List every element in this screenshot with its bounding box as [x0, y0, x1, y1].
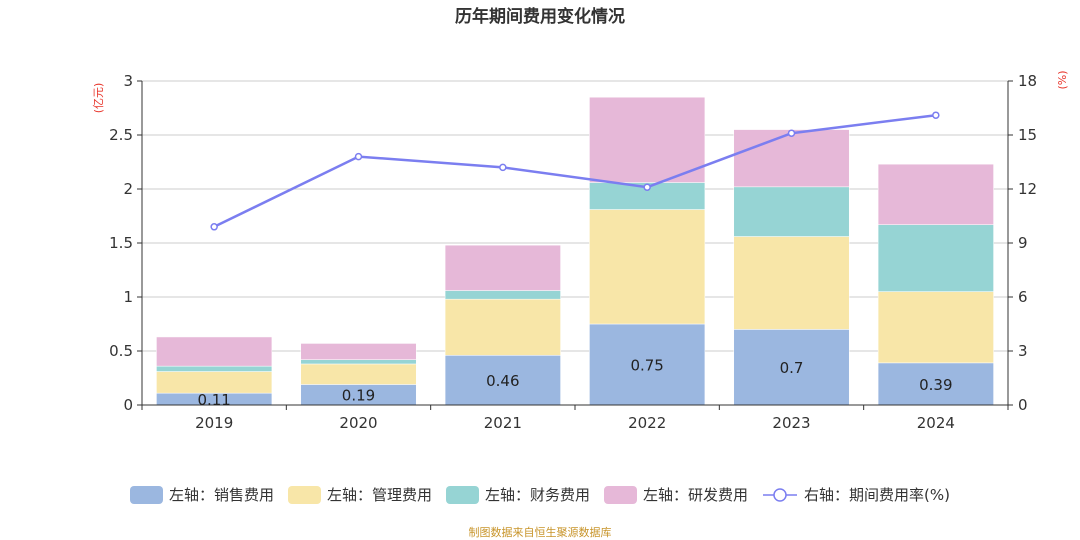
bar-value-label: 0.39: [919, 376, 952, 394]
bar-value-label: 0.7: [780, 359, 804, 377]
bar-segment: [877, 163, 994, 225]
left-axis-tick-label: 2.5: [109, 126, 133, 144]
right-axis-tick-label: 3: [1018, 342, 1028, 360]
bar-segment: [300, 359, 417, 365]
bar-segment: [733, 236, 850, 330]
bar-segment: [156, 336, 273, 367]
line-series: [210, 111, 940, 231]
source-note: 制图数据来自恒生聚源数据库: [468, 526, 612, 539]
right-axis-tick-label: 12: [1018, 180, 1037, 198]
legend-item-sales[interactable]: 左轴：销售费用: [129, 484, 274, 505]
legend-swatch-admin: [288, 485, 321, 504]
bar-segment: [444, 290, 561, 300]
line-point: [354, 152, 363, 161]
expense-ratio-line: [213, 113, 936, 228]
bar-segment: [444, 298, 561, 356]
left-axis-tick-label: 2: [123, 180, 133, 198]
bar-segment: [300, 363, 417, 385]
legend-label: 左轴：财务费用: [485, 486, 591, 504]
left-axis-tick-label: 3: [123, 72, 133, 90]
bar-segment: [589, 209, 706, 325]
right-axis-tick-label: 9: [1018, 234, 1028, 252]
line-point: [499, 163, 507, 172]
line-point: [787, 129, 796, 137]
right-axis-tick-label: 15: [1018, 126, 1037, 144]
bar-segment: [589, 96, 706, 183]
x-axis-tick-label: 2022: [628, 414, 666, 432]
right-axis-tick-label: 0: [1018, 396, 1028, 414]
left-axis-unit: (亿元): [92, 83, 105, 114]
x-axis-tick-label: 2024: [917, 414, 955, 432]
legend-label: 左轴：管理费用: [327, 486, 433, 504]
x-axis-tick-label: 2023: [772, 414, 810, 432]
bar-segment: [444, 355, 561, 406]
left-axis-tick-label: 0.5: [109, 342, 133, 360]
line-point: [643, 183, 651, 191]
bar-segment: [589, 323, 706, 406]
legend-label: 左轴：研发费用: [643, 486, 749, 504]
left-axis-tick-label: 1: [123, 288, 133, 306]
left-axis-tick-label: 0: [123, 396, 133, 414]
bar-series: [156, 96, 994, 406]
legend-swatch-sales: [129, 485, 163, 504]
legend-label: 右轴：期间费用率(%): [804, 486, 951, 504]
bar-value-label: 0.46: [486, 372, 519, 390]
grid-lines: [142, 80, 1008, 352]
bar-value-label: 0.11: [197, 391, 230, 409]
bar-labels: 0.11 0.19 0.46 0.75 0.7 0.39: [197, 357, 952, 410]
right-axis-tick-label: 18: [1018, 72, 1037, 90]
legend-item-expense-ratio[interactable]: 右轴：期间费用率(%): [762, 484, 950, 505]
right-axis-unit: (%): [1056, 70, 1069, 89]
x-axis-tick-label: 2021: [484, 414, 522, 432]
legend-item-admin[interactable]: 左轴：管理费用: [288, 484, 432, 505]
legend-swatch-rd: [604, 485, 638, 504]
bar-segment: [877, 291, 994, 364]
bar-segment: [877, 362, 994, 406]
legend-item-rd[interactable]: 左轴：研发费用: [604, 484, 748, 505]
bar-value-label: 0.75: [630, 357, 663, 375]
bar-segment: [733, 329, 850, 406]
left-axis-tick-label: 1.5: [109, 234, 133, 252]
bar-segment: [733, 129, 850, 188]
chart-title: 历年期间费用变化情况: [455, 6, 625, 27]
legend: 左轴：销售费用 左轴：管理费用 左轴：财务费用 左轴：研发费用 右轴：期间费用率…: [0, 484, 1080, 505]
bar-segment: [156, 371, 273, 394]
legend-item-finance[interactable]: 左轴：财务费用: [446, 484, 590, 505]
legend-swatch-finance: [446, 485, 480, 504]
line-point: [210, 223, 218, 231]
legend-label: 左轴：销售费用: [168, 486, 274, 504]
bar-segment: [156, 365, 273, 372]
bar-segment: [300, 343, 417, 360]
line-point: [932, 111, 940, 119]
line-marker-icon: [763, 487, 798, 502]
axes: 0 0.5 1 1.5 2 2.5 3 0 3 6 9 12 15 18 2019 2020 2021 2022 2…: [109, 72, 1037, 432]
bar-segment: [733, 186, 850, 237]
bar-segment: [444, 244, 561, 291]
bar-value-label: 0.19: [342, 387, 375, 405]
x-axis-tick-label: 2020: [339, 414, 377, 432]
bar-segment: [877, 224, 994, 292]
right-axis-tick-label: 6: [1018, 288, 1028, 306]
x-axis-tick-label: 2019: [195, 414, 233, 432]
